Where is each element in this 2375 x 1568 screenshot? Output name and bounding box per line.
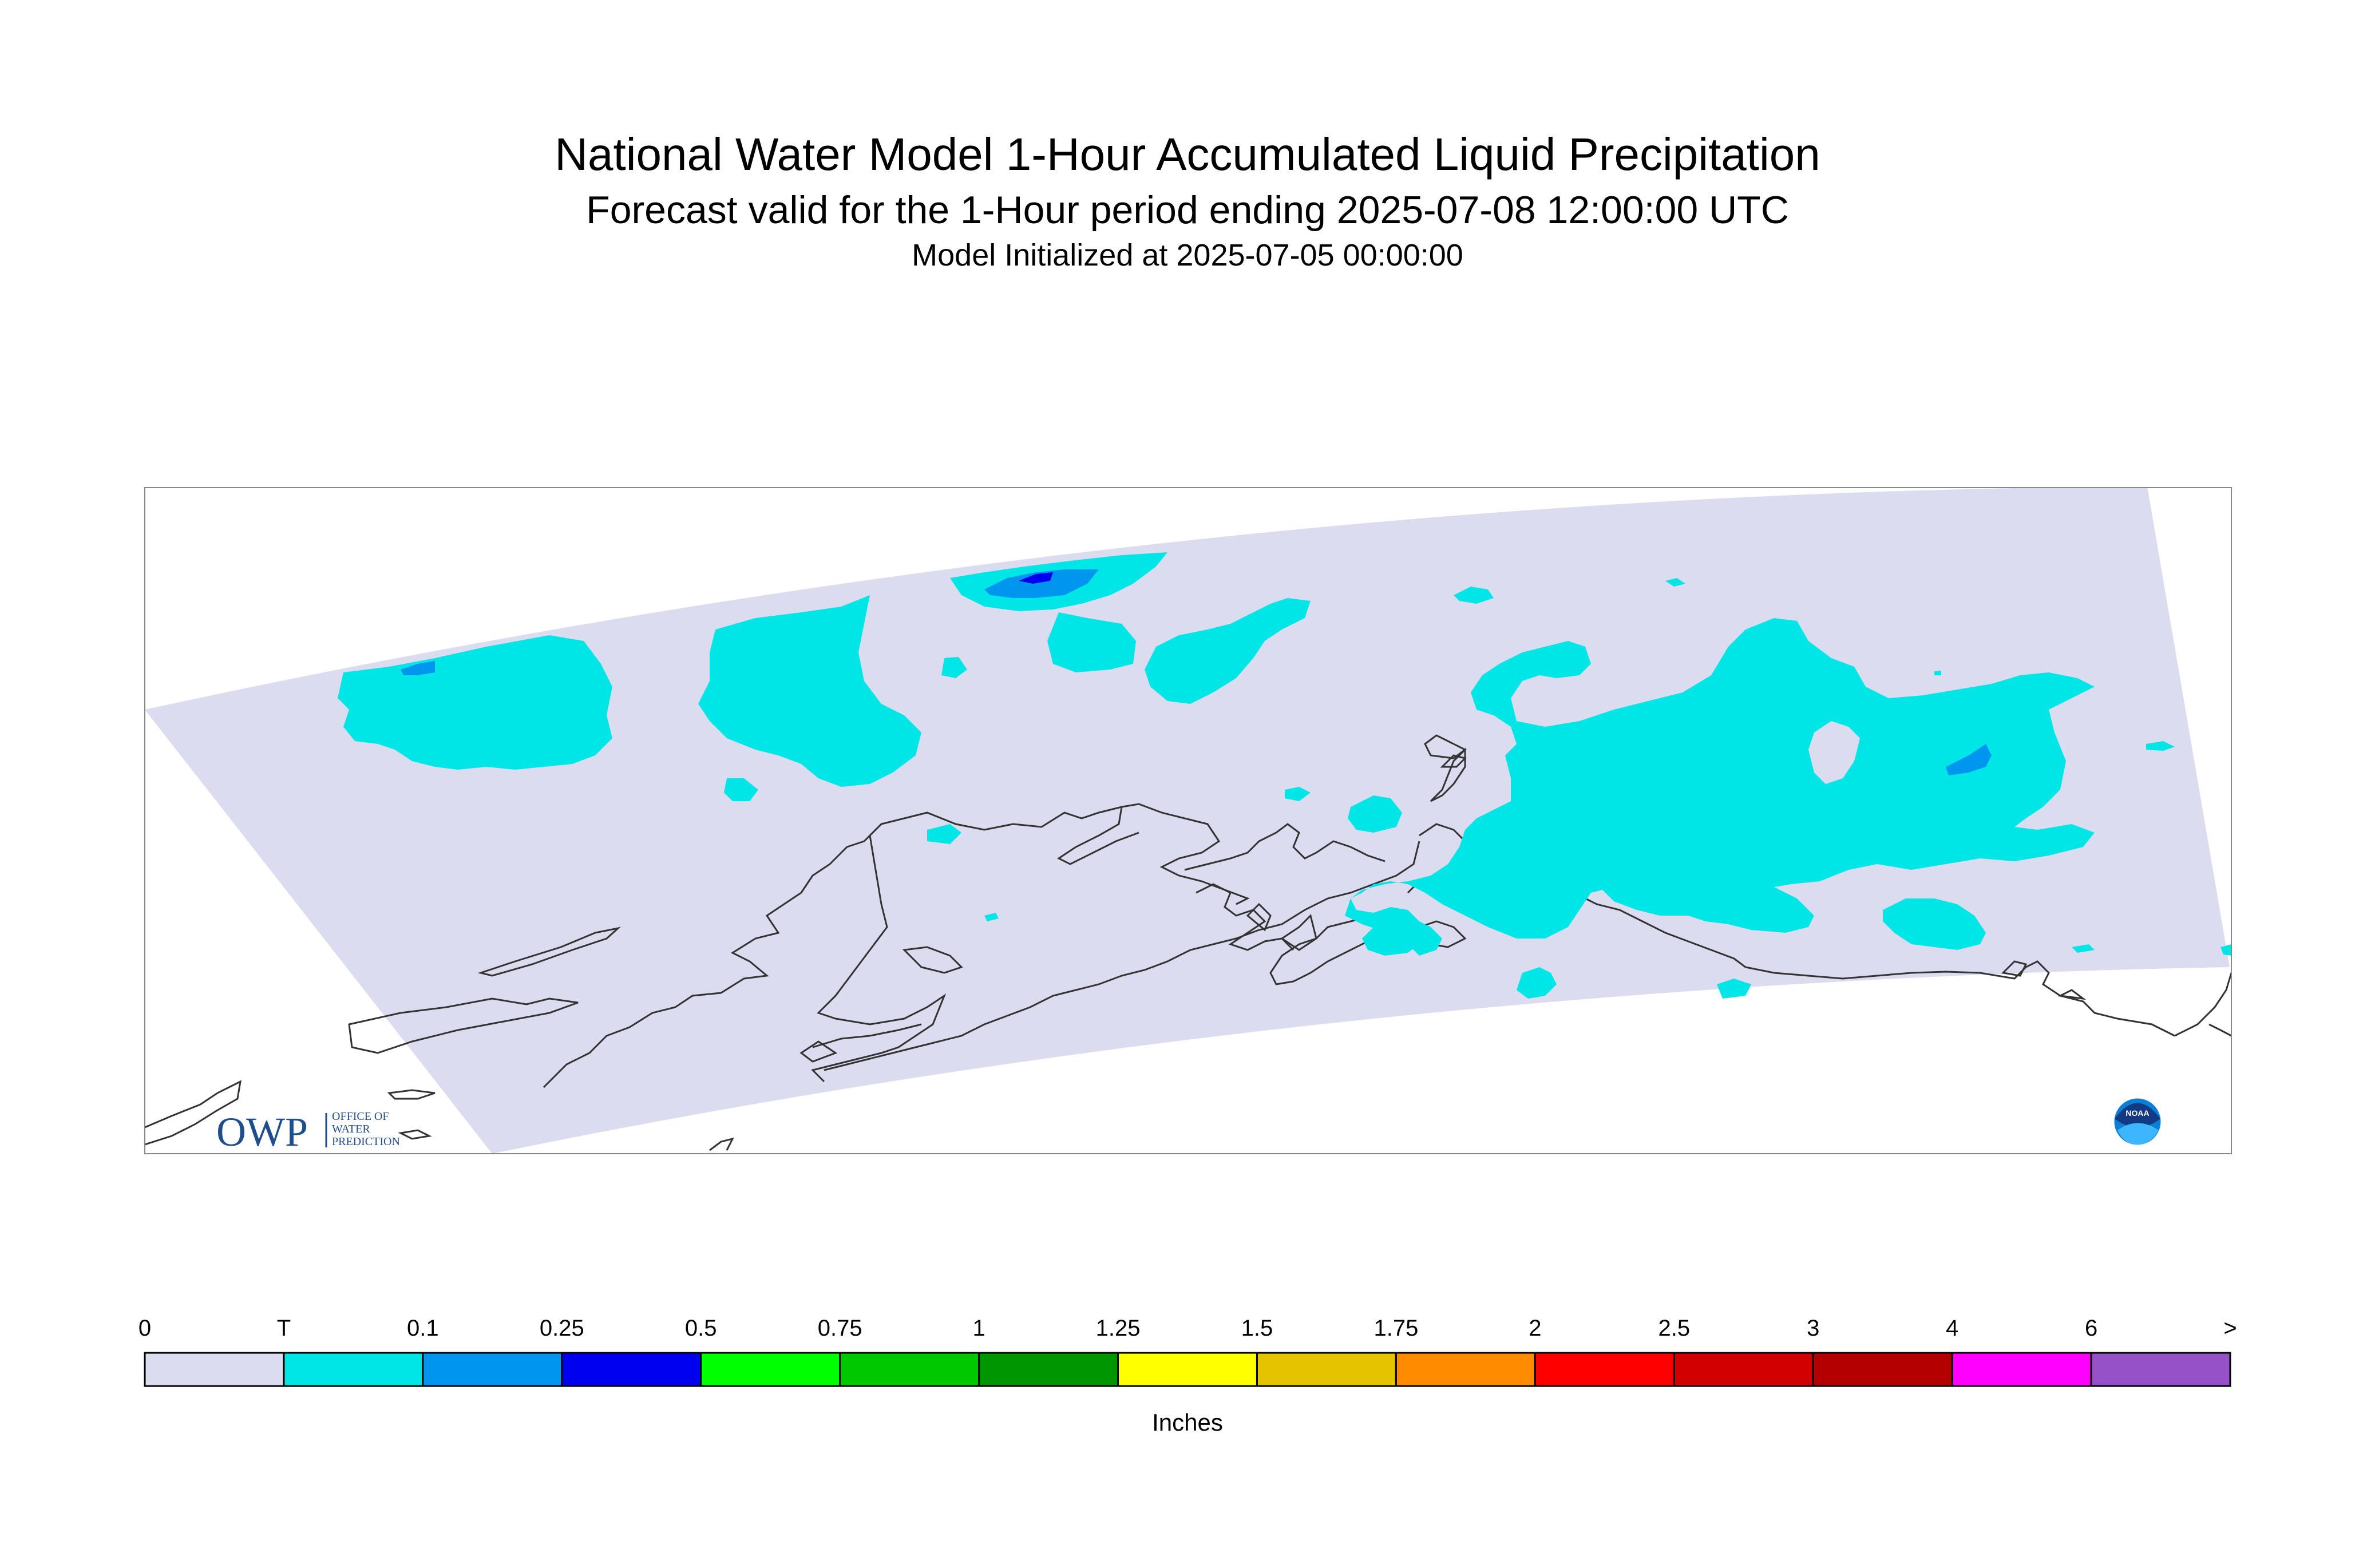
legend-swatch — [283, 1352, 424, 1387]
legend-label: 1 — [972, 1316, 985, 1341]
legend-swatch — [1812, 1352, 1953, 1387]
precip-0-25-areas — [1019, 572, 1053, 584]
legend-label: 0.1 — [407, 1316, 439, 1341]
precip-trace-areas — [338, 552, 2231, 999]
legend-label: 1.5 — [1241, 1316, 1273, 1341]
legend-colorbar: 0 T 0.1 0.25 0.5 0.75 1 1.25 1.5 1.75 2 2.5 3 4 6 > — [138, 1316, 2237, 1387]
legend-label: 0.75 — [818, 1316, 862, 1341]
legend-label: 3 — [1807, 1316, 1819, 1341]
legend-swatch — [422, 1352, 563, 1387]
legend-label: 4 — [1946, 1316, 1958, 1341]
legend-label: T — [277, 1316, 291, 1341]
map-area: OWP OFFICE OF WATER PREDICTION NOAA — [145, 488, 2231, 1155]
noaa-logo-text: NOAA — [2125, 1108, 2149, 1118]
owp-logo-line-2: WATER — [332, 1123, 370, 1135]
legend-swatch — [1117, 1352, 1258, 1387]
owp-logo-mark: OWP — [216, 1109, 308, 1155]
legend-swatch — [1951, 1352, 2092, 1387]
model-domain — [145, 488, 2230, 1154]
legend-label: 1.25 — [1096, 1316, 1141, 1341]
legend-swatch — [839, 1352, 980, 1387]
legend-label: 0.25 — [540, 1316, 584, 1341]
legend-swatch — [2090, 1352, 2231, 1387]
legend-label: 6 — [2085, 1316, 2097, 1341]
legend-swatch — [1534, 1352, 1675, 1387]
legend-label: 1.75 — [1373, 1316, 1418, 1341]
owp-logo-line-3: PREDICTION — [332, 1135, 400, 1148]
legend-label: 2.5 — [1658, 1316, 1690, 1341]
noaa-logo: NOAA — [2112, 1096, 2163, 1147]
legend-label: 2 — [1529, 1316, 1541, 1341]
legend-swatch — [1673, 1352, 1814, 1387]
precip-0-1-areas — [401, 569, 1992, 775]
model-initialized-subtitle: Model Initialized at 2025-07-05 00:00:00 — [912, 238, 1463, 272]
legend-swatch — [978, 1352, 1119, 1387]
forecast-valid-subtitle: Forecast valid for the 1-Hour period end… — [586, 188, 1789, 232]
legend-label: > — [2223, 1316, 2237, 1341]
owp-logo-line-1: OFFICE OF — [332, 1110, 389, 1123]
legend-swatch — [144, 1352, 285, 1387]
map-title: National Water Model 1-Hour Accumulated … — [555, 129, 1820, 180]
map-frame — [144, 487, 2232, 1154]
owp-logo: OWP OFFICE OF WATER PREDICTION — [216, 1109, 400, 1155]
legend-label: 0 — [138, 1316, 151, 1341]
legend-units: Inches — [1152, 1409, 1223, 1436]
legend-swatch — [1395, 1352, 1536, 1387]
coastlines — [145, 734, 2231, 1151]
legend-swatch — [1256, 1352, 1397, 1387]
legend-label: 0.5 — [685, 1316, 717, 1341]
legend-swatch — [561, 1352, 702, 1387]
legend-swatch — [700, 1352, 841, 1387]
